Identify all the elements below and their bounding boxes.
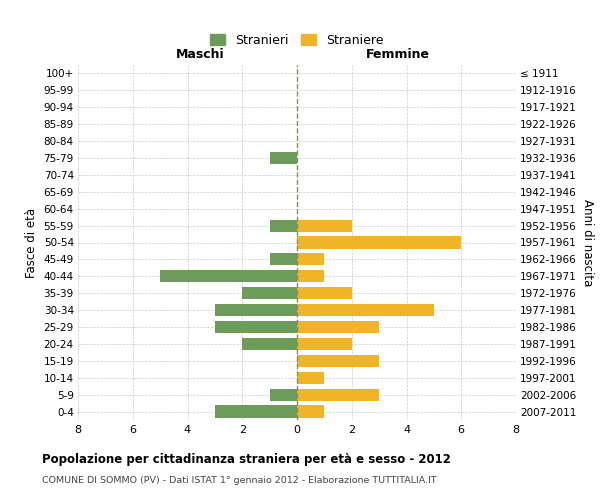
Y-axis label: Anni di nascita: Anni di nascita — [581, 199, 593, 286]
Legend: Stranieri, Straniere: Stranieri, Straniere — [205, 28, 389, 52]
Bar — [297, 354, 379, 367]
Bar — [269, 220, 297, 232]
Bar — [242, 287, 297, 300]
Text: Popolazione per cittadinanza straniera per età e sesso - 2012: Popolazione per cittadinanza straniera p… — [42, 452, 451, 466]
Bar — [269, 254, 297, 266]
Bar — [297, 372, 325, 384]
Bar — [160, 270, 297, 282]
Bar — [242, 338, 297, 350]
Bar — [297, 254, 325, 266]
Bar — [297, 304, 434, 316]
Bar — [297, 287, 352, 300]
Text: COMUNE DI SOMMO (PV) - Dati ISTAT 1° gennaio 2012 - Elaborazione TUTTITALIA.IT: COMUNE DI SOMMO (PV) - Dati ISTAT 1° gen… — [42, 476, 437, 485]
Bar — [297, 338, 352, 350]
Bar — [297, 236, 461, 248]
Bar — [297, 406, 325, 417]
Bar — [297, 388, 379, 400]
Bar — [297, 321, 379, 333]
Y-axis label: Fasce di età: Fasce di età — [25, 208, 38, 278]
Bar — [269, 388, 297, 400]
Bar — [215, 321, 297, 333]
Bar — [297, 270, 325, 282]
Bar — [297, 220, 352, 232]
Bar — [215, 406, 297, 417]
Text: Femmine: Femmine — [366, 48, 430, 62]
Bar — [215, 304, 297, 316]
Bar — [269, 152, 297, 164]
Text: Maschi: Maschi — [176, 48, 225, 62]
